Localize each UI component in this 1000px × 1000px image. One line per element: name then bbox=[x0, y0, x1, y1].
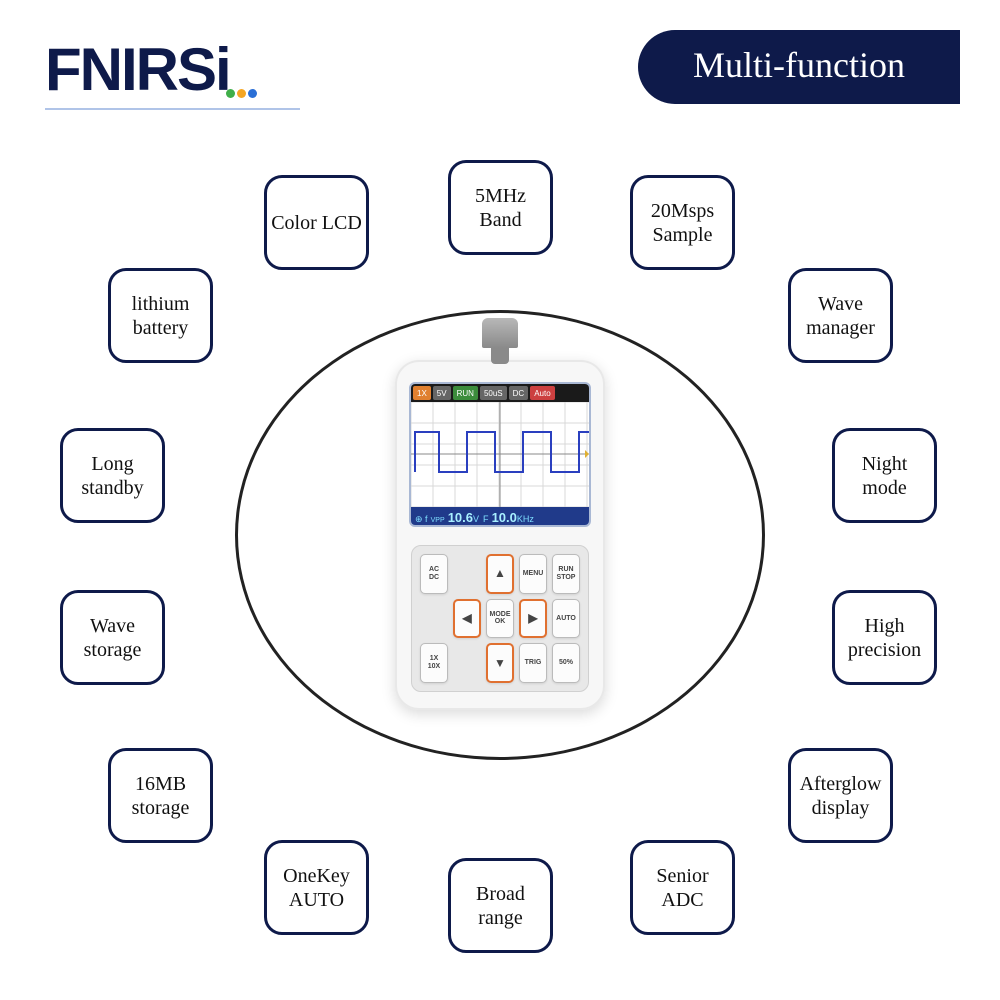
feature-high-precision: High precision bbox=[832, 590, 937, 685]
dot-icon bbox=[226, 89, 235, 98]
device-screen: 1X5VRUN50uSDCAuto ⊕ f VPP 10.6V F 10.0KHz bbox=[409, 382, 591, 527]
logo-underline bbox=[45, 108, 300, 110]
feature-broad-range: Broad range bbox=[448, 858, 553, 953]
feature-senior-adc: Senior ADC bbox=[630, 840, 735, 935]
readout-item: ⊕ f VPP 10.6V bbox=[415, 510, 479, 525]
key-button: 50% bbox=[552, 643, 580, 683]
title-badge: Multi-function bbox=[638, 30, 960, 104]
title-badge-text: Multi-function bbox=[693, 45, 905, 85]
status-chip: RUN bbox=[453, 386, 478, 400]
bnc-connector-icon bbox=[482, 318, 518, 362]
key-button: ACDC bbox=[420, 554, 448, 594]
key-button: ▶ bbox=[519, 599, 547, 639]
status-chip: DC bbox=[509, 386, 529, 400]
status-chip: 50uS bbox=[480, 386, 507, 400]
key-button: AUTO bbox=[552, 599, 580, 639]
status-chip: 1X bbox=[413, 386, 431, 400]
dot-icon bbox=[248, 89, 257, 98]
screen-readout-bar: ⊕ f VPP 10.6V F 10.0KHz bbox=[411, 507, 589, 527]
logo-text: FNIRSi bbox=[45, 36, 230, 103]
feature-color-lcd: Color LCD bbox=[264, 175, 369, 270]
key-button: ▼ bbox=[486, 643, 514, 683]
key-button: 1X10X bbox=[420, 643, 448, 683]
feature-night-mode: Night mode bbox=[832, 428, 937, 523]
waveform-svg bbox=[411, 402, 589, 507]
status-chip: 5V bbox=[433, 386, 451, 400]
device-keypad: ACDC ▲MENURUNSTOP ◀MODEOK▶AUTO 1X10X ▼TRIG50… bbox=[411, 545, 589, 692]
feature-wave-storage: Wave storage bbox=[60, 590, 165, 685]
key-button: ▲ bbox=[486, 554, 514, 594]
feature-5mhz-band: 5MHz Band bbox=[448, 160, 553, 255]
key-button: RUNSTOP bbox=[552, 554, 580, 594]
feature-wave-manager: Wave manager bbox=[788, 268, 893, 363]
dot-icon bbox=[237, 89, 246, 98]
feature-afterglow: Afterglow display bbox=[788, 748, 893, 843]
screen-status-bar: 1X5VRUN50uSDCAuto bbox=[411, 384, 589, 402]
logo-dots bbox=[226, 43, 259, 112]
key-button: MODEOK bbox=[486, 599, 514, 639]
feature-20msps-sample: 20Msps Sample bbox=[630, 175, 735, 270]
feature-long-standby: Long standby bbox=[60, 428, 165, 523]
feature-lithium-battery: lithium battery bbox=[108, 268, 213, 363]
readout-item: F 10.0KHz bbox=[483, 510, 534, 525]
feature-onekey-auto: OneKey AUTO bbox=[264, 840, 369, 935]
key-button: MENU bbox=[519, 554, 547, 594]
key-button: TRIG bbox=[519, 643, 547, 683]
brand-logo: FNIRSi bbox=[45, 35, 300, 110]
key-button: ◀ bbox=[453, 599, 481, 639]
oscilloscope-device: 1X5VRUN50uSDCAuto ⊕ f VPP 10.6V F 10.0KHz… bbox=[395, 360, 605, 710]
feature-16mb-storage: 16MB storage bbox=[108, 748, 213, 843]
status-chip: Auto bbox=[530, 386, 554, 400]
screen-waveform-plot bbox=[411, 402, 589, 507]
